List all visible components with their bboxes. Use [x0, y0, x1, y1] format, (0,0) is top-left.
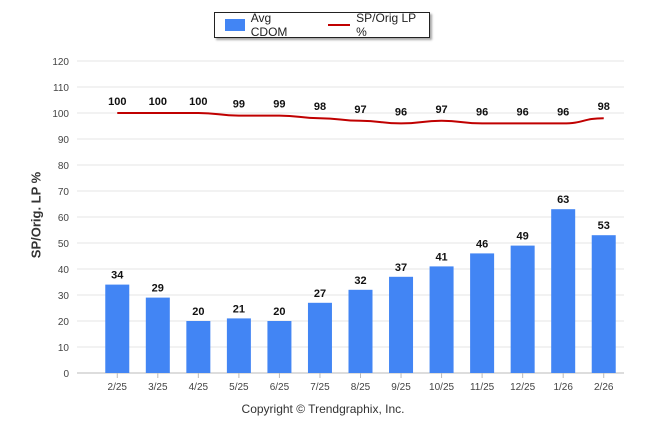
legend-label-sp-orig-lp: SP/Orig LP %	[356, 11, 416, 39]
line-data-label: 98	[314, 101, 326, 113]
bar-data-label: 37	[395, 262, 407, 274]
line-data-label: 96	[395, 106, 407, 118]
x-tick-label: 1/26	[553, 382, 573, 393]
bar	[591, 235, 616, 373]
y-tick-label: 70	[58, 187, 70, 198]
legend-label-avg-cdom: Avg CDOM	[250, 11, 288, 39]
bar	[226, 318, 251, 373]
y-tick-label: 120	[52, 57, 69, 68]
bar	[510, 245, 535, 373]
x-tick-label: 2/26	[594, 382, 614, 393]
bar-data-label: 34	[111, 270, 124, 282]
bar	[267, 321, 292, 373]
x-tick-label: 6/25	[270, 382, 290, 393]
y-tick-label: 110	[53, 83, 69, 94]
line-data-label: 96	[517, 106, 529, 118]
x-tick-label: 2/25	[108, 382, 128, 393]
copyright-footer: Copyright © Trendgraphix, Inc.	[241, 402, 405, 416]
x-tick-label: 5/25	[229, 382, 249, 393]
y-tick-label: 20	[58, 317, 70, 328]
legend: Avg CDOM SP/Orig LP %	[214, 11, 430, 39]
x-tick-label: 8/25	[351, 382, 371, 393]
y-tick-label: 90	[58, 135, 70, 146]
x-tick-label: 11/25	[470, 382, 495, 393]
y-axis-label: SP/Orig. LP %	[28, 171, 44, 259]
bar-data-label: 53	[598, 220, 610, 232]
x-tick-label: 10/25	[429, 382, 454, 393]
x-tick-label: 9/25	[391, 382, 411, 393]
bar-data-label: 29	[152, 283, 164, 295]
line-series	[117, 112, 604, 125]
x-tick-label: 7/25	[310, 382, 330, 393]
bar	[307, 302, 332, 373]
bar	[105, 284, 130, 373]
bar	[348, 289, 373, 373]
bar	[145, 297, 170, 373]
bar-data-label: 27	[314, 288, 326, 300]
line-data-label: 96	[476, 106, 488, 118]
bar-data-label: 32	[354, 275, 366, 287]
line-data-label: 100	[108, 96, 126, 108]
bar-data-label: 49	[517, 231, 529, 243]
legend-item-sp-orig-lp: SP/Orig LP %	[328, 11, 429, 39]
bar	[470, 253, 495, 373]
y-tick-label: 40	[58, 265, 70, 276]
x-tick-label: 3/25	[148, 382, 168, 393]
line-data-label: 97	[435, 104, 447, 116]
y-tick-label: 100	[52, 109, 69, 120]
y-tick-label: 80	[58, 161, 70, 172]
y-tick-label: 60	[58, 213, 70, 224]
bar-data-label: 46	[476, 238, 488, 250]
bar-data-label: 20	[192, 306, 204, 318]
legend-swatch-avg-cdom	[225, 19, 245, 31]
bar-data-label: 21	[233, 303, 245, 315]
bar	[389, 276, 414, 373]
bar	[429, 266, 454, 373]
line-data-label: 99	[273, 99, 285, 111]
line-data-label: 100	[189, 96, 207, 108]
line-data-label: 100	[149, 96, 167, 108]
y-tick-label: 50	[58, 239, 70, 250]
bar-data-label: 41	[435, 251, 447, 263]
y-tick-label: 0	[63, 369, 69, 380]
bar-data-label: 20	[273, 306, 285, 318]
line-data-label: 99	[233, 99, 245, 111]
x-tick-label: 4/25	[189, 382, 209, 393]
y-tick-label: 10	[58, 343, 70, 354]
y-tick-label: 30	[58, 291, 70, 302]
line-data-label: 97	[354, 104, 366, 116]
line-data-label: 98	[598, 101, 610, 113]
bar	[551, 209, 576, 373]
bar	[186, 321, 211, 373]
x-tick-label: 12/25	[510, 382, 535, 393]
legend-item-avg-cdom: Avg CDOM	[225, 11, 310, 39]
line-data-label: 96	[557, 106, 569, 118]
legend-swatch-sp-orig-lp	[328, 24, 351, 26]
bar-data-label: 63	[557, 194, 569, 206]
